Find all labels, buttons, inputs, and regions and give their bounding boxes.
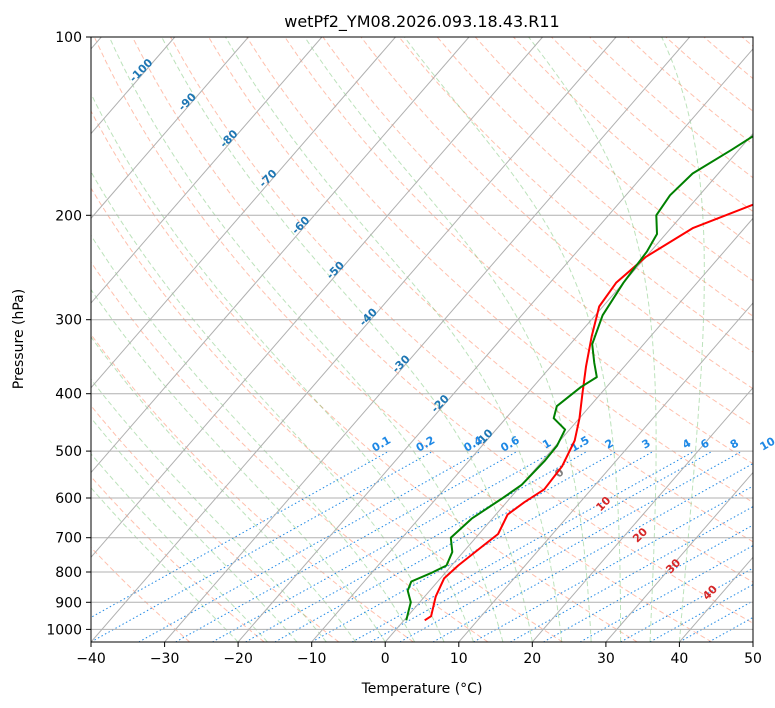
y-tick-label: 800 bbox=[55, 565, 82, 581]
x-tick-label: 40 bbox=[670, 651, 688, 667]
mixing-ratio-line bbox=[510, 506, 753, 642]
x-tick-label: 20 bbox=[523, 651, 541, 667]
moist-adiabat bbox=[91, 453, 268, 642]
y-tick-label: 100 bbox=[55, 30, 82, 46]
moist-adiabat bbox=[225, 37, 563, 642]
mixing-ratio-line bbox=[274, 450, 618, 642]
mixing-ratio-line bbox=[175, 450, 519, 642]
y-axis-title: Pressure (hPa) bbox=[11, 289, 27, 389]
dry-adiabat bbox=[360, 37, 753, 390]
isotherm-line bbox=[91, 37, 543, 558]
dry-adiabat bbox=[93, 37, 713, 642]
background-lines bbox=[91, 37, 753, 642]
moist-adiabat bbox=[108, 37, 504, 642]
moist-adiabat bbox=[404, 37, 622, 642]
y-tick-label: 400 bbox=[55, 387, 82, 403]
mixing-ratio-line bbox=[91, 450, 390, 618]
x-tick-label: −30 bbox=[150, 651, 180, 667]
y-tick-label: 500 bbox=[55, 444, 82, 460]
dry-adiabat bbox=[246, 37, 753, 504]
y-tick-label: 1000 bbox=[46, 622, 82, 638]
y-tick-label: 200 bbox=[55, 208, 82, 224]
moist-adiabat bbox=[91, 378, 327, 642]
isotherm-line bbox=[91, 37, 323, 304]
mixing-ratio-line bbox=[579, 545, 753, 642]
y-axis: 1000 900 800 700 600 500 400 300 200 100 bbox=[46, 30, 91, 638]
isotherm-line bbox=[91, 37, 470, 474]
isotherm-line bbox=[91, 37, 396, 389]
moist-adiabat bbox=[91, 170, 445, 642]
dewpoint-line bbox=[405, 134, 753, 621]
y-tick-label: 600 bbox=[55, 491, 82, 507]
dry-adiabat bbox=[91, 187, 563, 642]
chart-title: wetPf2_YM08.2026.093.18.43.R11 bbox=[284, 12, 559, 32]
y-tick-label: 300 bbox=[55, 313, 82, 329]
x-tick-label: 0 bbox=[381, 651, 390, 667]
moist-adiabat bbox=[91, 92, 474, 642]
mixing-ratio-label: 10 bbox=[758, 434, 775, 453]
x-tick-label: −40 bbox=[76, 651, 106, 667]
x-tick-label: −10 bbox=[297, 651, 327, 667]
isotherm-line bbox=[605, 471, 753, 642]
y-tick-label: 700 bbox=[55, 531, 82, 547]
mixing-ratio-line bbox=[245, 450, 588, 642]
mixing-ratio-line bbox=[473, 485, 753, 642]
x-tick-label: −20 bbox=[223, 651, 253, 667]
dry-adiabat bbox=[322, 37, 753, 427]
isotherm-line bbox=[384, 217, 753, 642]
mixing-ratio-line bbox=[432, 462, 753, 642]
x-tick-label: 30 bbox=[597, 651, 615, 667]
x-axis-title: Temperature (°C) bbox=[361, 681, 483, 697]
dry-adiabat bbox=[170, 37, 753, 583]
isotherm-line bbox=[91, 37, 617, 642]
mixing-ratio-line bbox=[138, 450, 482, 642]
mixing-ratio-line bbox=[679, 600, 753, 642]
mixing-ratio-line bbox=[91, 450, 434, 642]
dry-adiabat bbox=[91, 404, 340, 642]
moist-adiabat bbox=[528, 37, 657, 642]
temperature-line bbox=[424, 203, 753, 622]
pressure-gridlines bbox=[91, 37, 753, 630]
mixing-ratio-line bbox=[399, 450, 743, 642]
dry-adiabat bbox=[131, 37, 753, 624]
moist-adiabat bbox=[161, 37, 533, 642]
mixing-ratio-line bbox=[543, 524, 753, 642]
mixing-ratio-line bbox=[620, 567, 753, 642]
isotherm-line bbox=[164, 37, 691, 642]
dry-adiabat bbox=[436, 37, 753, 317]
mixing-ratio-line bbox=[212, 450, 555, 642]
isotherm-line bbox=[458, 302, 753, 642]
mixing-ratio-labels: 0.10.20.40.611.52346810131620253036 bbox=[370, 433, 775, 454]
y-tick-label: 900 bbox=[55, 595, 82, 611]
dry-adiabat bbox=[91, 261, 489, 642]
moist-adiabat bbox=[91, 288, 386, 642]
mixing-ratio-line bbox=[370, 450, 713, 642]
plot-frame bbox=[90, 36, 754, 643]
mixing-ratio-line bbox=[311, 450, 655, 642]
moist-adiabat bbox=[91, 417, 298, 642]
profile-series bbox=[405, 134, 753, 622]
x-tick-label: 50 bbox=[744, 651, 762, 667]
x-axis: −40 −30 −20 −10 0 10 20 30 40 50 bbox=[76, 642, 762, 667]
isotherm-line bbox=[237, 48, 753, 642]
isotherm-line bbox=[91, 37, 249, 220]
isotherm-line bbox=[531, 387, 753, 642]
x-tick-label: 10 bbox=[450, 651, 468, 667]
moist-adiabat bbox=[661, 37, 705, 642]
moist-adiabat bbox=[91, 487, 239, 642]
moist-adiabat bbox=[304, 37, 592, 642]
dry-adiabat bbox=[91, 475, 265, 642]
